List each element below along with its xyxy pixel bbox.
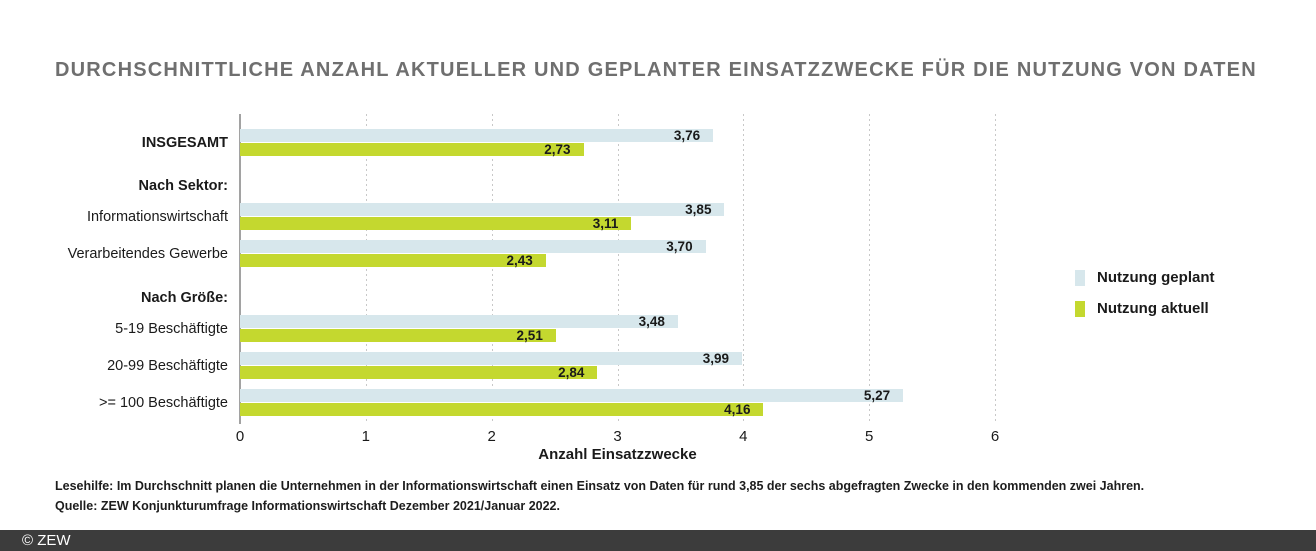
category-label: >= 100 Beschäftigte bbox=[99, 395, 228, 411]
chart-title: DURCHSCHNITTLICHE ANZAHL AKTUELLER UND G… bbox=[55, 59, 1257, 81]
note-lesehilfe: Lesehilfe: Im Durchschnitt planen die Un… bbox=[55, 479, 1145, 493]
legend: Nutzung geplant Nutzung aktuell bbox=[1075, 269, 1214, 331]
footer-bar: © ZEW bbox=[0, 530, 1316, 551]
legend-item-geplant: Nutzung geplant bbox=[1075, 269, 1214, 286]
bar-value-label: 2,51 bbox=[516, 328, 543, 343]
bar-nutzung-aktuell: 2,51 bbox=[240, 329, 556, 342]
category-label: INSGESAMT bbox=[141, 135, 228, 151]
bar-nutzung-aktuell: 4,16 bbox=[240, 402, 764, 417]
footnotes: Lesehilfe: Im Durchschnitt planen die Un… bbox=[55, 476, 1144, 516]
gridline bbox=[995, 114, 996, 424]
bar-value-label: 2,73 bbox=[544, 142, 571, 157]
bar-nutzung-aktuell: 3,11 bbox=[240, 216, 632, 231]
bar-nutzung-geplant: 3,76 bbox=[240, 128, 714, 143]
x-tick-label: 2 bbox=[487, 428, 496, 445]
bar-value-label: 5,27 bbox=[863, 388, 891, 403]
gridline bbox=[365, 114, 367, 424]
bar-value-label: 3,11 bbox=[592, 216, 619, 231]
x-axis-title: Anzahl Einsatzzwecke bbox=[538, 446, 697, 463]
x-tick-label: 5 bbox=[864, 428, 874, 445]
y-axis-line bbox=[239, 114, 241, 424]
x-tick-label: 0 bbox=[235, 428, 245, 445]
note-quelle: Quelle: ZEW Konjunkturumfrage Informatio… bbox=[55, 499, 560, 513]
chart-plot-area: Anzahl Einsatzzwecke 0 1 2 3 4 5 6 3,76 2,73 3,85… bbox=[236, 114, 999, 463]
bar-value-label: 3,76 bbox=[673, 128, 701, 143]
x-tick-label: 6 bbox=[990, 428, 1000, 445]
bar-nutzung-aktuell: 2,43 bbox=[240, 254, 546, 267]
x-tick-label: 4 bbox=[739, 428, 748, 445]
gridline bbox=[869, 114, 871, 424]
category-label: 5-19 Beschäftigte bbox=[115, 321, 228, 337]
x-tick-label: 3 bbox=[613, 428, 622, 445]
category-label: Verarbeitendes Gewerbe bbox=[67, 246, 228, 262]
group-header-label: Nach Größe: bbox=[140, 290, 228, 306]
legend-label-aktuell: Nutzung aktuell bbox=[1097, 300, 1209, 317]
bar-value-label: 3,99 bbox=[702, 351, 730, 366]
bar-nutzung-geplant: 3,99 bbox=[240, 351, 743, 366]
gridline bbox=[491, 114, 493, 424]
bar-value-label: 3,70 bbox=[666, 239, 693, 254]
bar-value-label: 4,16 bbox=[724, 402, 751, 417]
bar-value-label: 2,43 bbox=[506, 253, 533, 268]
category-label: 20-99 Beschäftigte bbox=[107, 358, 228, 374]
gridline bbox=[617, 114, 619, 424]
bar-nutzung-aktuell: 2,84 bbox=[240, 365, 598, 380]
bar-value-label: 2,84 bbox=[558, 365, 585, 380]
category-labels-column: INSGESAMT Nach Sektor: Informationswirtsch… bbox=[0, 0, 228, 551]
group-header-label: Nach Sektor: bbox=[138, 178, 228, 194]
x-tick-label: 1 bbox=[361, 428, 370, 445]
copyright-label: © ZEW bbox=[22, 532, 71, 549]
bar-value-label: 3,85 bbox=[685, 202, 712, 217]
bar-nutzung-aktuell: 2,73 bbox=[240, 143, 584, 156]
bar-nutzung-geplant: 3,48 bbox=[240, 315, 678, 328]
bar-nutzung-geplant: 3,70 bbox=[240, 240, 706, 253]
gridline bbox=[743, 114, 745, 424]
bar-value-label: 3,48 bbox=[638, 314, 665, 329]
legend-item-aktuell: Nutzung aktuell bbox=[1075, 300, 1214, 317]
category-label: Informationswirtschaft bbox=[86, 209, 228, 225]
legend-label-geplant: Nutzung geplant bbox=[1097, 269, 1215, 286]
legend-swatch-geplant-icon bbox=[1075, 269, 1085, 286]
legend-swatch-aktuell-icon bbox=[1075, 300, 1085, 317]
bar-nutzung-geplant: 5,27 bbox=[240, 388, 904, 403]
bar-nutzung-geplant: 3,85 bbox=[240, 202, 725, 217]
